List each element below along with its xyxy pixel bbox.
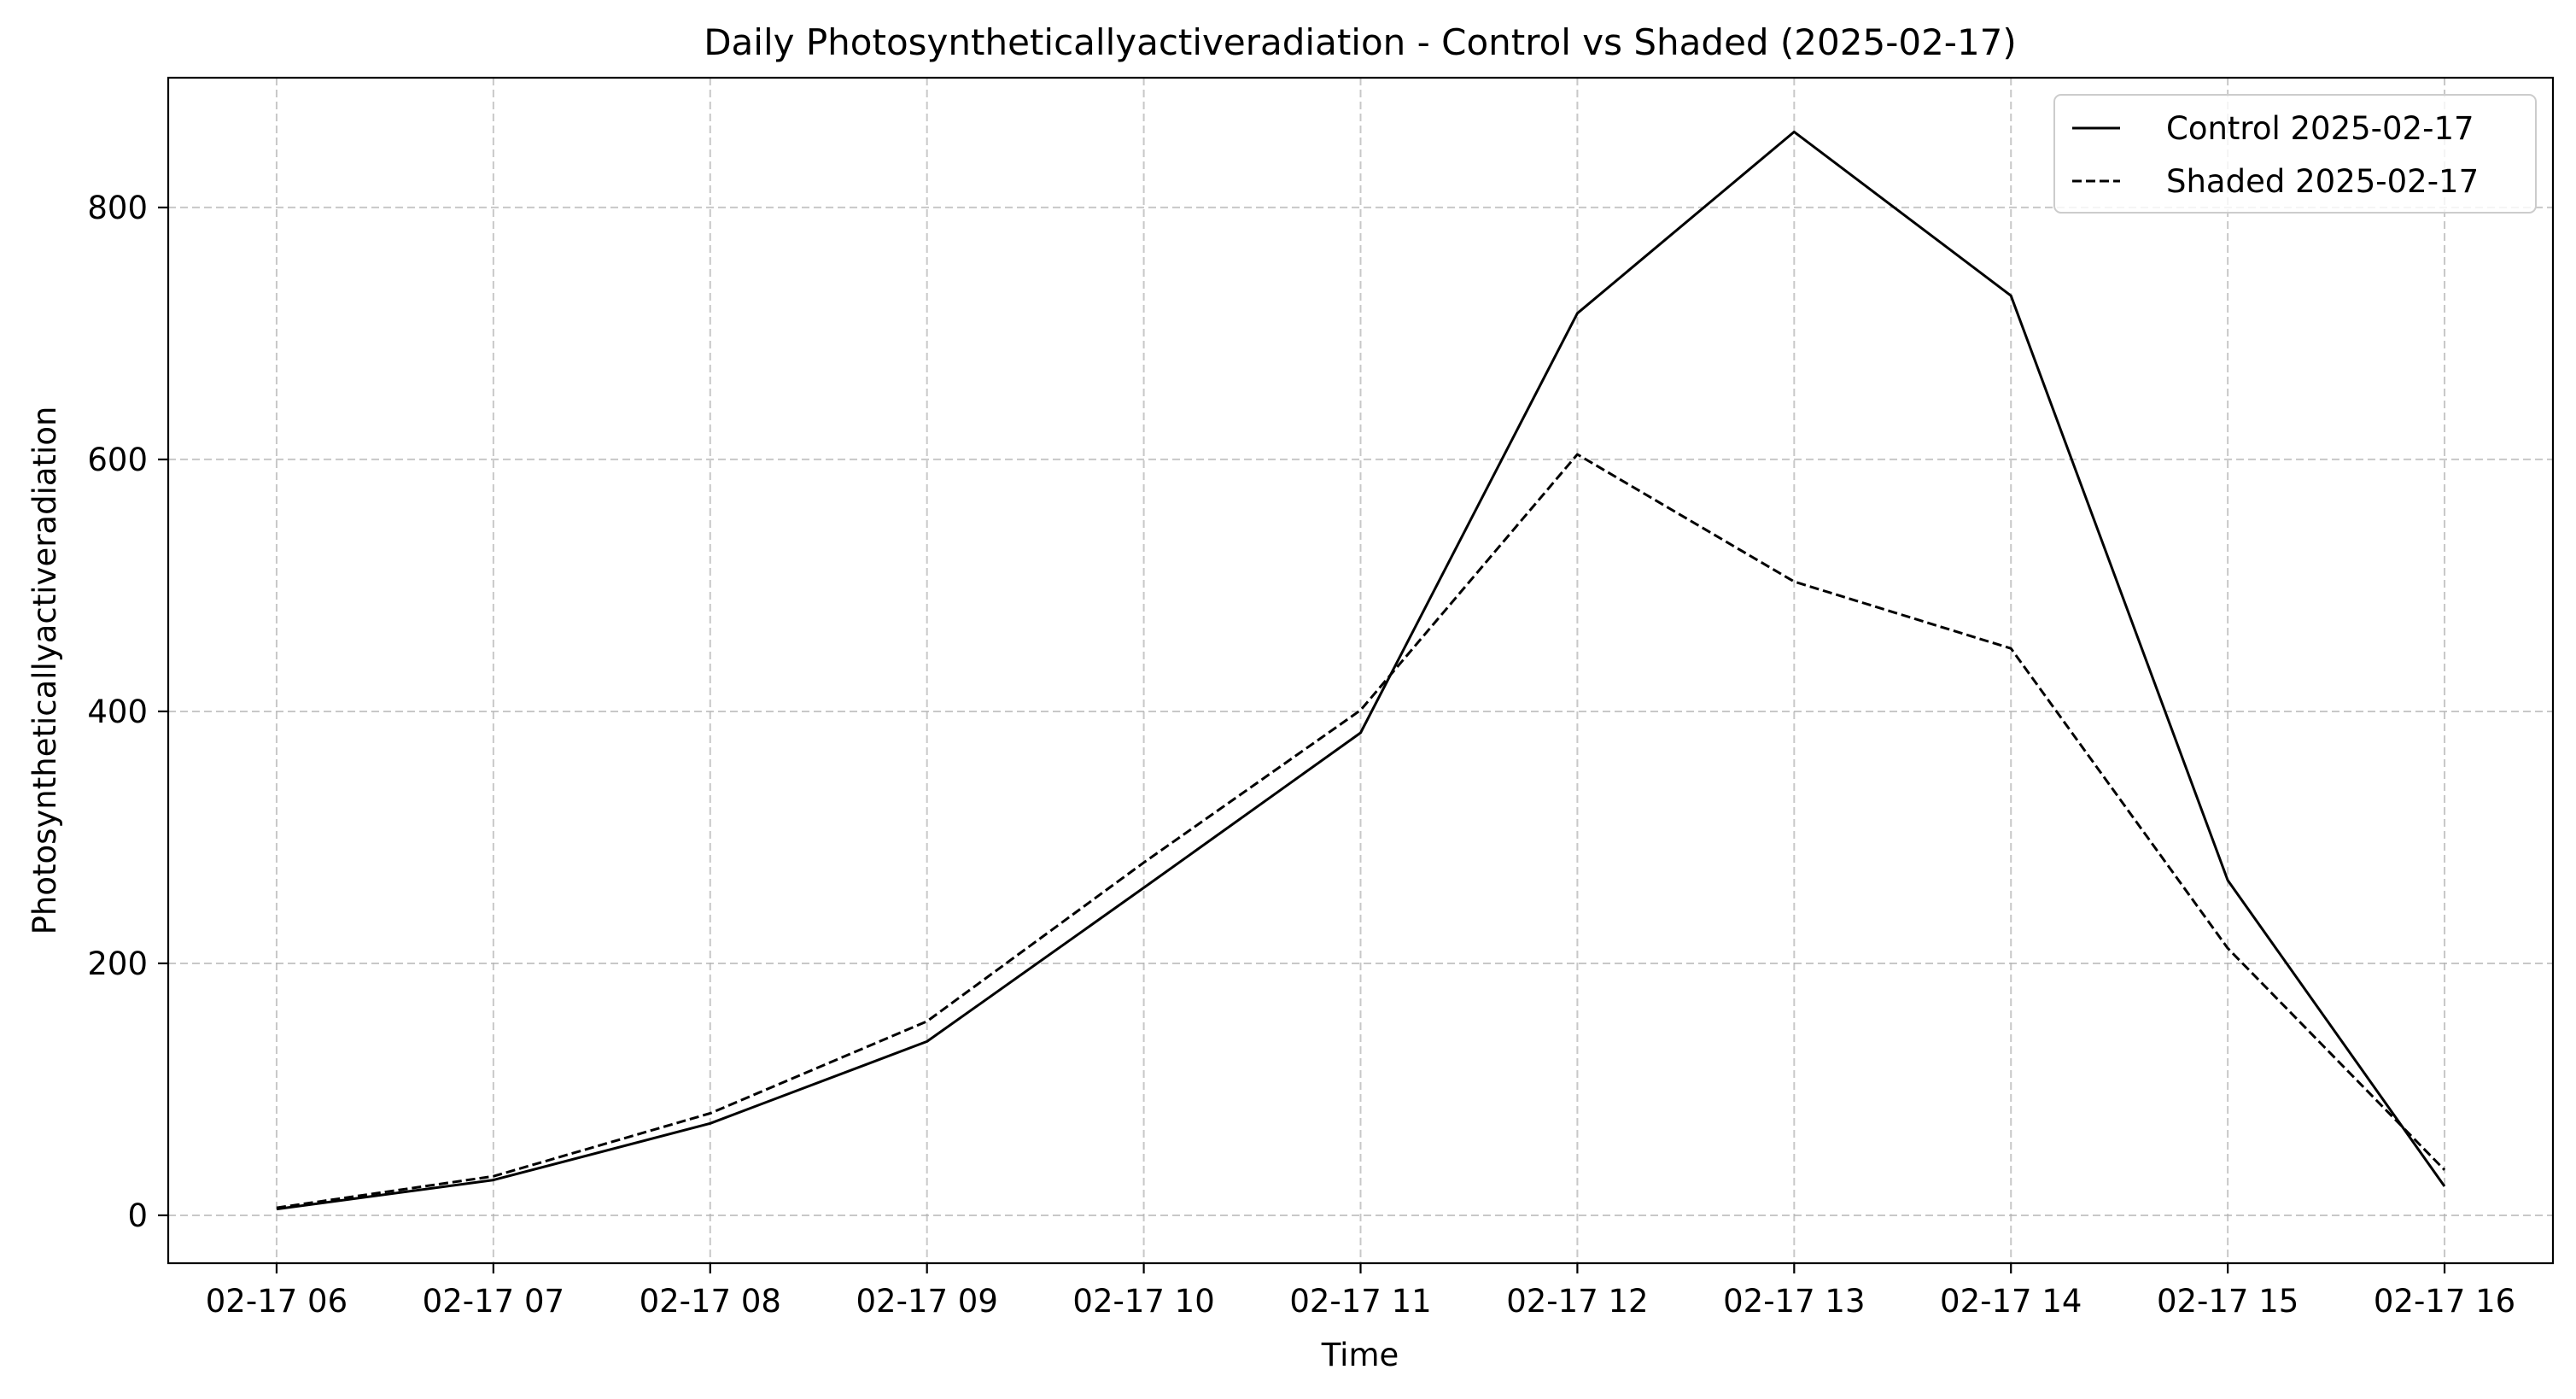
x-tick-label: 02-17 16 [2374,1283,2515,1320]
x-tick-label: 02-17 13 [1723,1283,1865,1320]
y-tick-label: 600 [87,442,148,478]
series-line-control [276,130,2446,1211]
x-axis: 02-17 06 02-17 07 02-17 08 02-17 09 02-17 10… [206,1263,2515,1320]
x-tick-label: 02-17 12 [1506,1283,1648,1320]
x-tick-label: 02-17 11 [1289,1283,1431,1320]
x-tick-label: 02-17 09 [856,1283,998,1320]
legend: Control 2025-02-17 Shaded 2025-02-17 [2053,94,2537,214]
y-tick-label: 0 [127,1197,148,1234]
y-tick-label: 400 [87,694,148,730]
x-tick-label: 02-17 10 [1072,1283,1214,1320]
legend-label-control: Control 2025-02-17 [2166,110,2474,147]
x-tick-label: 02-17 07 [423,1283,564,1320]
x-tick-label: 02-17 14 [1940,1283,2082,1320]
y-axis: 0 200 400 600 800 [87,190,168,1234]
y-axis-label: Photosyntheticallyactiveradiation [26,407,63,935]
x-tick-label: 02-17 15 [2157,1283,2299,1320]
x-axis-label: Time [1321,1337,1399,1373]
grid [168,78,2553,1263]
y-tick-label: 800 [87,190,148,226]
legend-label-shaded: Shaded 2025-02-17 [2166,163,2479,200]
chart-title: Daily Photosyntheticallyactiveradiation … [704,21,2017,63]
x-tick-label: 02-17 08 [640,1283,781,1320]
series-line-shaded [276,453,2446,1209]
series-lines [276,130,2446,1211]
x-tick-label: 02-17 06 [206,1283,348,1320]
legend-box [2053,94,2537,214]
y-tick-label: 200 [87,945,148,982]
